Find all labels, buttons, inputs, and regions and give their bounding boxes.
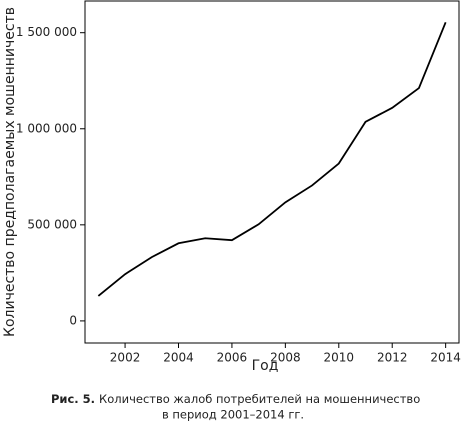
data-line [97,21,447,297]
y-axis-label: Количество предполагаемых мошенничеств [2,7,18,337]
x-tick-label: 2012 [377,351,408,365]
caption-line: в период 2001–2014 гг. [162,408,304,421]
x-tick-label: 2004 [163,351,194,365]
y-tick-label: 1 500 000 [16,25,77,39]
y-tick-label: 500 000 [27,217,77,231]
x-tick-label: 2006 [217,351,248,365]
plot-frame [84,0,460,344]
x-tick-label: 2010 [324,351,355,365]
x-axis-label: Год [252,358,279,374]
y-tick-label: 1 000 000 [16,121,77,135]
caption: Рис. 5. Количество жалоб потребителей на … [51,392,420,406]
x-tick-label: 2002 [110,351,141,365]
caption-label: Рис. 5. [51,392,95,406]
x-tick-label: 2014 [430,351,461,365]
x-tick-label: 2008 [270,351,301,365]
y-tick-label: 0 [69,313,77,327]
caption-line: Количество жалоб потребителей на мошенни… [99,392,420,406]
